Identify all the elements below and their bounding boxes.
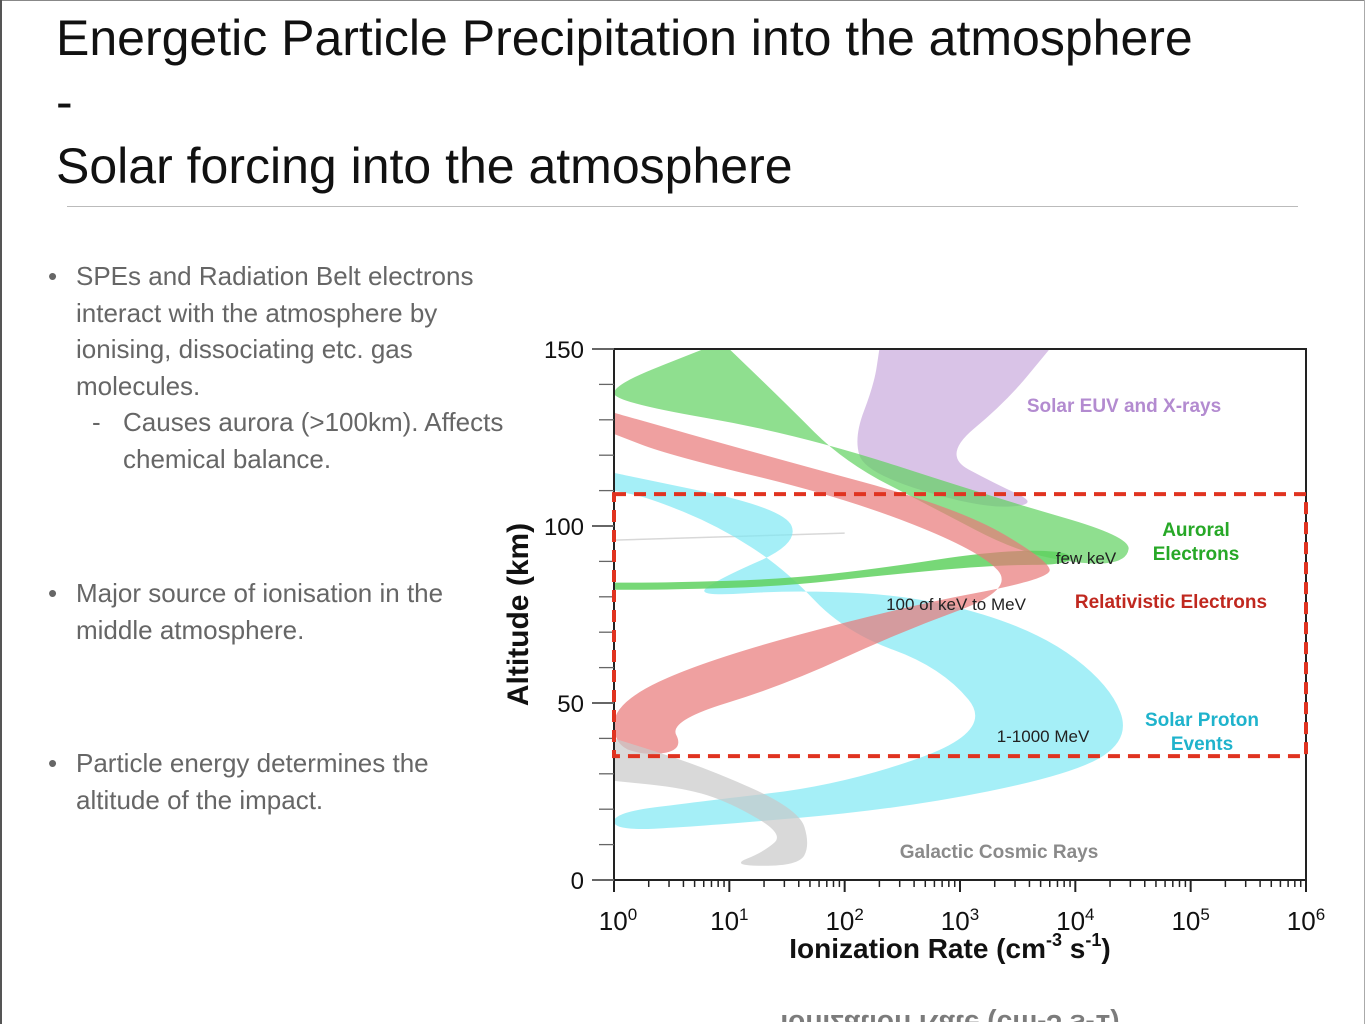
auroral-band [614, 349, 1129, 564]
bullet-list: • SPEs and Radiation Belt electrons inte… [48, 258, 508, 818]
sub-bullet-item: - Causes aurora (>100km). Affects chemic… [48, 404, 508, 477]
slide-title: Energetic Particle Precipitation into th… [56, 6, 1336, 198]
bullet-item: • SPEs and Radiation Belt electrons inte… [48, 258, 508, 404]
auroral-tail-band [614, 550, 1071, 590]
dash-glyph: - [92, 407, 101, 437]
x-tick-label: 106 [1287, 905, 1325, 936]
series-label: Auroral Electrons [1153, 520, 1240, 565]
x-tick-label: 103 [941, 905, 979, 936]
y-tick-label: 0 [571, 868, 584, 895]
energy-annotation: 1-1000 MeV [997, 727, 1090, 746]
cosmic-band [614, 738, 808, 866]
title-line-1: Energetic Particle Precipitation into th… [56, 10, 1193, 66]
series-label: Solar Proton Events [1145, 710, 1259, 755]
bullet-glyph: • [48, 578, 58, 608]
x-axis-label-reflection: Ionization Rate (cm-3 s-1) [780, 1009, 1119, 1022]
relativistic-band [614, 412, 1050, 754]
series-label: Galactic Cosmic Rays [900, 842, 1099, 863]
band-group [614, 349, 1129, 866]
x-tick-label: 104 [1056, 905, 1094, 936]
y-tick-label: 50 [557, 691, 584, 718]
y-axis-label: Altitude (km) [502, 523, 535, 706]
bullet-text: Particle energy determines the altitude … [76, 748, 429, 815]
bullet-text: Major source of ionisation in the middle… [76, 578, 444, 645]
series-label: Relativistic Electrons [1075, 592, 1267, 613]
bullet-glyph: • [48, 261, 58, 291]
ionization-chart: 100 101 102 103 104 105 106 0 50 100 150 Ionization… [502, 337, 1325, 1022]
y-tick-label: 150 [544, 337, 584, 364]
x-axis-label: Ionization Rate (cm-3 s-1) [789, 930, 1110, 964]
title-line-3: Solar forcing into the atmosphere [56, 138, 793, 194]
bullet-text: SPEs and Radiation Belt electrons intera… [76, 261, 474, 401]
series-label: Solar EUV and X-rays [1027, 396, 1221, 417]
bullet-item: • Major source of ionisation in the midd… [48, 575, 508, 648]
slide-top-border [0, 0, 1365, 1]
bullet-item: • Particle energy determines the altitud… [48, 745, 508, 818]
y-tick-label: 100 [544, 514, 584, 541]
slide-left-border [0, 0, 2, 1024]
euv-band [857, 349, 1050, 507]
energy-annotation: 100 of keV to MeV [886, 595, 1027, 614]
sub-bullet-text: Causes aurora (>100km). Affects chemical… [123, 407, 504, 474]
grid-line [614, 532, 845, 541]
bullet-glyph: • [48, 748, 58, 778]
x-tick-label: 100 [599, 905, 637, 936]
x-tick-label: 105 [1171, 905, 1209, 936]
highlight-box [612, 492, 1308, 759]
x-tick-label: 102 [825, 905, 863, 936]
proton-band [614, 472, 1123, 829]
x-tick-label: 101 [710, 905, 748, 936]
energy-annotation: few keV [1056, 549, 1117, 568]
title-line-2: - [56, 74, 73, 130]
title-divider [67, 206, 1298, 207]
